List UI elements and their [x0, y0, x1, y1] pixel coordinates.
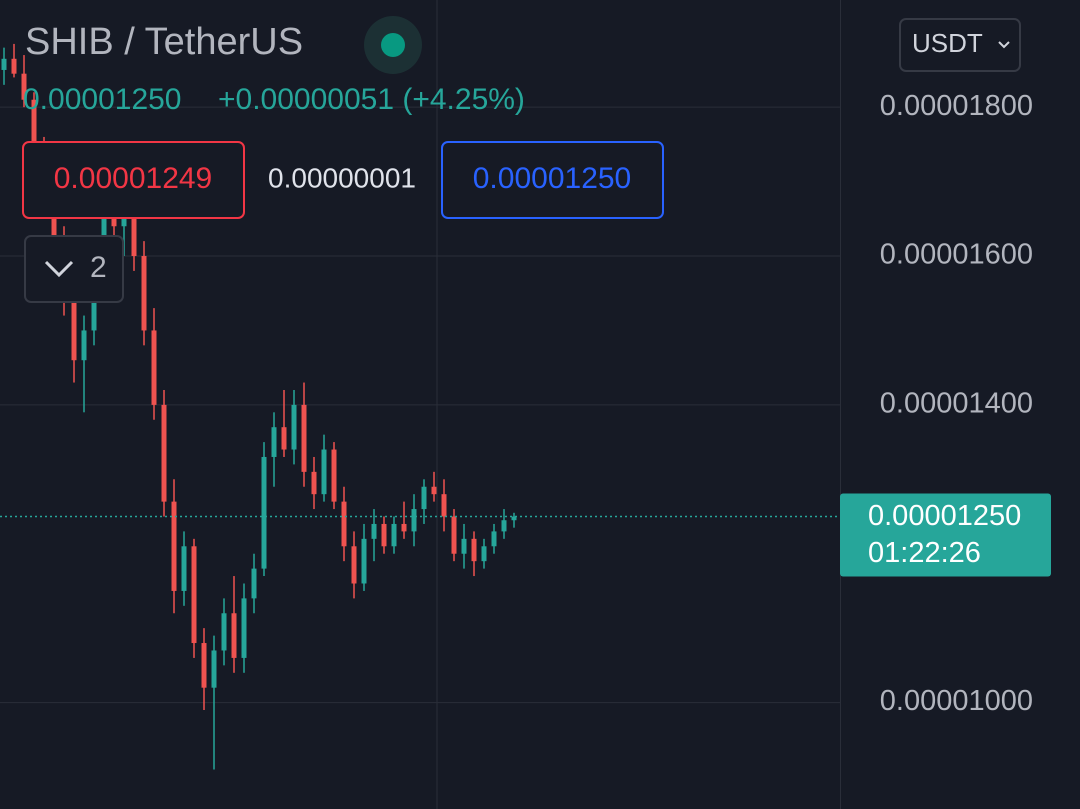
- candle-body: [31, 99, 37, 145]
- plot: 0.00001800 0.00001600 0.00001400 0.00001000…: [0, 43, 1051, 770]
- currency[interactable]: USDT: [912, 28, 983, 58]
- candle-body: [341, 501, 347, 547]
- candle-body: [281, 427, 287, 450]
- spread: 0.00000001: [268, 162, 416, 193]
- candle-body: [351, 546, 357, 584]
- y-tick-label: 0.00001800: [880, 90, 1033, 122]
- bid[interactable]: 0.00001249: [54, 162, 213, 195]
- candle-body: [391, 523, 397, 547]
- sell-button[interactable]: [22, 141, 245, 219]
- candle-body: [371, 523, 377, 539]
- candle-body: [141, 256, 147, 331]
- y-tick-label: 0.00001000: [880, 685, 1033, 717]
- candle-body: [191, 546, 197, 644]
- candle-body: [411, 509, 417, 532]
- price: 0.00001250: [23, 83, 182, 116]
- candle-body: [291, 404, 297, 450]
- y-tick-label: 0.00001600: [880, 239, 1033, 271]
- ask[interactable]: 0.00001250: [473, 162, 632, 195]
- status-dot: [381, 33, 405, 57]
- candle-body: [251, 568, 257, 599]
- candle-body: [451, 516, 457, 554]
- candle-body: [231, 613, 237, 658]
- candle-body: [481, 546, 487, 562]
- candle-body: [11, 58, 17, 74]
- candle-body: [441, 494, 447, 517]
- candle-body: [71, 300, 77, 361]
- candle-body: [261, 456, 267, 569]
- candle-body: [321, 449, 327, 495]
- candle-body: [221, 613, 227, 651]
- candle-body: [501, 520, 507, 532]
- candle-body: [421, 486, 427, 510]
- candle-body: [1, 58, 7, 70]
- candle-body: [101, 203, 107, 257]
- candle-body: [151, 330, 157, 405]
- candle-body: [131, 211, 137, 257]
- indicators-toggle[interactable]: [24, 235, 124, 303]
- candle-body: [201, 643, 207, 688]
- buy-button[interactable]: [441, 141, 664, 219]
- change: +0.00000051 (+4.25%): [218, 83, 525, 116]
- candle-body: [361, 538, 367, 584]
- candle-body: [271, 427, 277, 457]
- y-tick-label: 0.00001400: [880, 388, 1033, 420]
- currency-button[interactable]: [899, 18, 1021, 72]
- candle-body: [401, 523, 407, 532]
- candle-body: [471, 538, 477, 562]
- candle-body: [311, 471, 317, 495]
- currency-chevron: [998, 41, 1010, 49]
- candle-body: [241, 598, 247, 658]
- candle-body: [171, 501, 177, 591]
- candle-body: [211, 650, 217, 688]
- countdown: 01:22:26: [868, 537, 981, 569]
- symbol: SHIB / TetherUS: [25, 21, 303, 63]
- last-price-box: [840, 493, 1051, 577]
- candle-body: [181, 546, 187, 591]
- overlay: SHIB / TetherUS 0.00001250 +0.00000051 (…: [22, 16, 1021, 303]
- candle-body: [161, 404, 167, 502]
- candle-body: [491, 531, 497, 547]
- candle-body: [461, 538, 467, 554]
- candle-body: [331, 449, 337, 502]
- last-price-label: 0.00001250: [868, 500, 1021, 532]
- candle-body: [301, 404, 307, 472]
- candle-body: [381, 523, 387, 547]
- candle-body: [431, 486, 437, 495]
- candle-body: [21, 73, 27, 100]
- candle-body: [511, 516, 517, 521]
- chevron-icon: [44, 260, 74, 278]
- indicators-count: 2: [90, 251, 107, 284]
- candle-body: [81, 330, 87, 361]
